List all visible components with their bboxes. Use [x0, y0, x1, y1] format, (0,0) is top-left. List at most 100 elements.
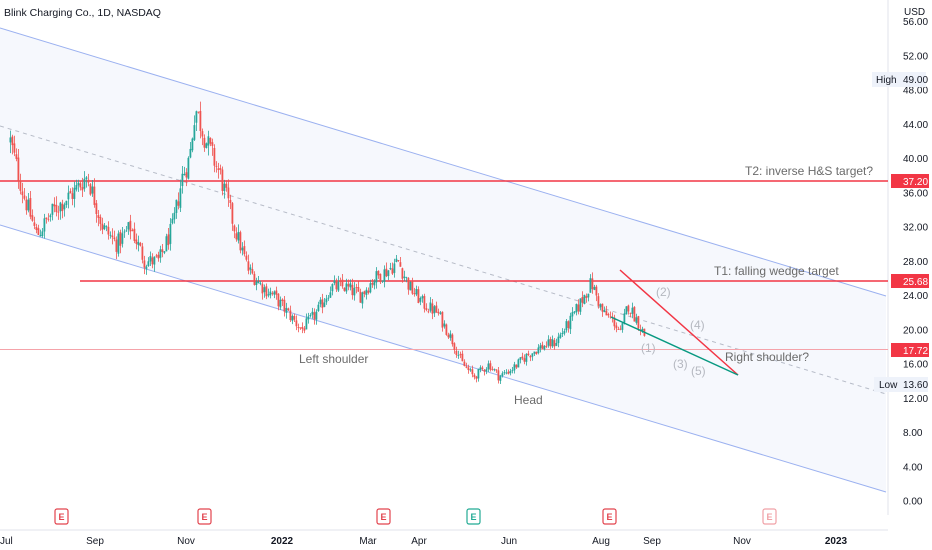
candle-body[interactable] — [53, 204, 56, 207]
candle-body[interactable] — [607, 314, 610, 316]
candle-body[interactable] — [469, 369, 472, 371]
candle-body[interactable] — [133, 228, 136, 241]
candle-body[interactable] — [377, 270, 380, 276]
candle-body[interactable] — [71, 193, 74, 199]
candle-body[interactable] — [173, 212, 176, 220]
candle-body[interactable] — [305, 318, 308, 330]
candle-body[interactable] — [403, 276, 406, 278]
candle-body[interactable] — [353, 287, 356, 296]
candle-body[interactable] — [381, 280, 384, 282]
candle-body[interactable] — [123, 231, 126, 233]
candle-body[interactable] — [641, 328, 644, 331]
candle-body[interactable] — [247, 261, 250, 271]
candle-body[interactable] — [255, 281, 258, 285]
candle-body[interactable] — [527, 353, 530, 356]
candle-body[interactable] — [411, 280, 414, 294]
candle-body[interactable] — [509, 371, 512, 374]
candle-body[interactable] — [79, 183, 82, 188]
candle-body[interactable] — [393, 263, 396, 273]
candle-body[interactable] — [115, 239, 118, 252]
candle-body[interactable] — [315, 311, 318, 320]
candle-body[interactable] — [213, 147, 216, 166]
candle-body[interactable] — [517, 359, 520, 368]
candle-body[interactable] — [131, 229, 134, 231]
candle-body[interactable] — [339, 281, 342, 282]
candle-body[interactable] — [125, 230, 128, 232]
candle-body[interactable] — [23, 195, 26, 199]
candle-body[interactable] — [613, 317, 616, 327]
candle-body[interactable] — [151, 257, 154, 265]
candle-body[interactable] — [9, 137, 12, 143]
candle-body[interactable] — [225, 183, 228, 188]
candle-body[interactable] — [545, 345, 548, 347]
candle-body[interactable] — [455, 350, 458, 355]
candle-body[interactable] — [557, 336, 560, 344]
candle-body[interactable] — [175, 199, 178, 213]
candle-body[interactable] — [111, 235, 114, 238]
candle-body[interactable] — [45, 217, 48, 219]
candle-body[interactable] — [195, 111, 198, 123]
candle-body[interactable] — [141, 246, 144, 260]
candle-body[interactable] — [449, 333, 452, 338]
candle-body[interactable] — [513, 364, 516, 371]
candle-body[interactable] — [201, 131, 204, 137]
candle-body[interactable] — [421, 296, 424, 299]
candle-body[interactable] — [577, 304, 580, 312]
candle-body[interactable] — [19, 180, 22, 191]
candle-body[interactable] — [203, 137, 206, 148]
candle-body[interactable] — [269, 291, 272, 296]
candle-body[interactable] — [21, 191, 24, 196]
candle-body[interactable] — [429, 302, 432, 311]
candle-body[interactable] — [307, 316, 310, 320]
candle-body[interactable] — [299, 327, 302, 329]
candle-body[interactable] — [361, 292, 364, 304]
candle-body[interactable] — [373, 281, 376, 286]
candle-body[interactable] — [245, 255, 248, 260]
candle-body[interactable] — [243, 246, 246, 255]
candle-body[interactable] — [309, 315, 312, 317]
candle-body[interactable] — [595, 286, 598, 296]
candle-body[interactable] — [49, 215, 52, 218]
candle-body[interactable] — [409, 281, 412, 291]
candle-body[interactable] — [535, 351, 538, 355]
candle-body[interactable] — [215, 165, 218, 167]
candle-body[interactable] — [549, 338, 552, 347]
candle-body[interactable] — [227, 187, 230, 199]
candle-body[interactable] — [31, 215, 34, 221]
earnings-event-4[interactable]: E — [466, 508, 481, 525]
candle-body[interactable] — [589, 278, 592, 293]
candle-body[interactable] — [231, 203, 234, 224]
candle-body[interactable] — [277, 293, 280, 307]
candle-body[interactable] — [157, 254, 160, 259]
candle-body[interactable] — [417, 289, 420, 303]
earnings-event-1[interactable]: E — [54, 508, 69, 525]
candle-body[interactable] — [515, 364, 518, 368]
candle-body[interactable] — [11, 136, 14, 146]
candle-body[interactable] — [415, 288, 418, 295]
candle-body[interactable] — [229, 199, 232, 203]
candle-body[interactable] — [25, 199, 28, 211]
candle-body[interactable] — [495, 369, 498, 371]
candle-body[interactable] — [317, 304, 320, 311]
candle-body[interactable] — [401, 268, 404, 279]
candle-body[interactable] — [483, 369, 486, 372]
candle-body[interactable] — [345, 283, 348, 292]
candle-body[interactable] — [547, 339, 550, 346]
candle-body[interactable] — [617, 329, 620, 330]
candle-body[interactable] — [95, 203, 98, 215]
candle-body[interactable] — [389, 267, 392, 270]
candle-body[interactable] — [635, 317, 638, 323]
candle-body[interactable] — [83, 178, 86, 189]
candle-body[interactable] — [451, 334, 454, 345]
candle-body[interactable] — [413, 293, 416, 295]
candle-body[interactable] — [171, 218, 174, 224]
candle-body[interactable] — [139, 242, 142, 246]
candle-body[interactable] — [199, 110, 202, 131]
candle-body[interactable] — [397, 260, 400, 262]
candle-body[interactable] — [501, 373, 504, 377]
candle-body[interactable] — [105, 226, 108, 228]
candle-body[interactable] — [189, 148, 192, 158]
candle-body[interactable] — [491, 368, 494, 370]
candle-body[interactable] — [161, 249, 164, 252]
wedge-lower-line[interactable] — [610, 316, 739, 376]
